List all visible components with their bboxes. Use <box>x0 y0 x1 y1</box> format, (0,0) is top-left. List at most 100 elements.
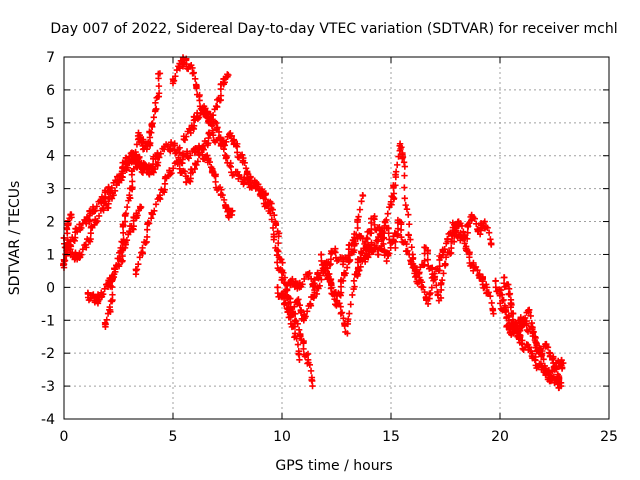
data-point <box>123 203 131 211</box>
data-point <box>383 216 390 224</box>
x-tick-label: 0 <box>60 429 69 445</box>
data-point <box>344 330 351 337</box>
data-point <box>401 163 409 170</box>
data-point <box>126 228 133 235</box>
data-point <box>405 211 412 218</box>
data-point <box>213 103 220 110</box>
data-point <box>149 120 156 127</box>
data-point <box>291 323 299 330</box>
data-point <box>120 221 127 229</box>
data-point <box>325 270 333 278</box>
data-point <box>560 359 567 367</box>
data-point <box>82 241 89 248</box>
data-point <box>217 92 225 99</box>
data-point <box>506 290 514 297</box>
data-point <box>189 64 196 72</box>
data-point <box>71 234 79 241</box>
grid-lines <box>63 56 610 420</box>
data-point <box>103 316 110 323</box>
data-point <box>195 114 203 121</box>
data-point <box>526 306 533 314</box>
data-point <box>487 292 494 300</box>
data-point <box>144 226 151 233</box>
data-point <box>300 345 307 353</box>
data-point <box>307 300 314 308</box>
data-point <box>269 206 276 213</box>
x-axis-label: GPS time / hours <box>275 458 392 474</box>
data-point <box>221 142 229 149</box>
data-point <box>509 316 517 323</box>
data-point <box>87 229 95 237</box>
data-point <box>157 150 165 157</box>
data-point <box>146 139 154 147</box>
data-point <box>206 158 213 166</box>
data-point <box>119 252 126 260</box>
x-tick-label: 10 <box>273 429 291 445</box>
data-point <box>183 133 190 140</box>
data-point <box>521 314 529 322</box>
data-point <box>282 288 289 295</box>
data-point <box>193 85 200 92</box>
data-point <box>399 155 406 162</box>
data-point <box>437 286 445 294</box>
y-tick-label: 0 <box>46 280 55 296</box>
data-point <box>135 261 142 268</box>
data-point <box>111 266 119 273</box>
data-point <box>143 145 151 153</box>
data-point <box>191 75 199 83</box>
data-point <box>458 222 466 230</box>
data-point <box>394 225 402 232</box>
data-point <box>328 284 335 291</box>
y-tick-label: 3 <box>46 182 55 198</box>
data-point <box>352 231 360 238</box>
data-point <box>212 178 219 186</box>
data-point <box>299 281 306 288</box>
data-point <box>78 224 85 232</box>
data-point <box>156 154 163 161</box>
data-point <box>133 141 141 148</box>
data-point <box>155 90 163 97</box>
data-point <box>132 267 140 274</box>
data-point <box>327 256 335 263</box>
x-tick-label: 20 <box>491 429 509 445</box>
data-point <box>464 223 472 230</box>
data-point <box>273 251 281 259</box>
data-point <box>279 259 286 266</box>
data-point <box>94 217 101 225</box>
data-point <box>130 222 137 230</box>
data-point <box>150 169 157 176</box>
data-point <box>408 244 415 251</box>
data-point <box>109 276 116 283</box>
data-point <box>553 366 560 373</box>
data-point <box>331 290 338 297</box>
data-point <box>133 266 141 273</box>
data-point <box>124 164 132 172</box>
data-point <box>123 237 131 244</box>
data-point <box>392 244 399 252</box>
data-point <box>108 283 116 291</box>
data-point <box>354 216 361 223</box>
data-point <box>127 194 134 202</box>
data-point <box>444 235 451 243</box>
data-point <box>332 249 339 256</box>
data-point <box>529 326 536 333</box>
data-point <box>279 276 287 283</box>
data-point <box>450 238 458 245</box>
data-point <box>557 379 565 386</box>
data-point <box>151 207 158 214</box>
data-point <box>295 326 303 333</box>
data-point <box>317 251 325 258</box>
data-point <box>500 296 507 304</box>
data-point <box>484 224 491 232</box>
data-point <box>359 235 367 242</box>
data-point <box>278 267 286 274</box>
data-point <box>390 190 398 197</box>
data-point <box>270 236 278 243</box>
data-point <box>132 148 139 156</box>
data-point <box>294 297 301 304</box>
data-point <box>293 280 300 288</box>
y-tick-label: -1 <box>41 313 55 329</box>
data-point <box>490 310 497 317</box>
data-point <box>93 203 101 210</box>
data-point <box>113 262 120 269</box>
